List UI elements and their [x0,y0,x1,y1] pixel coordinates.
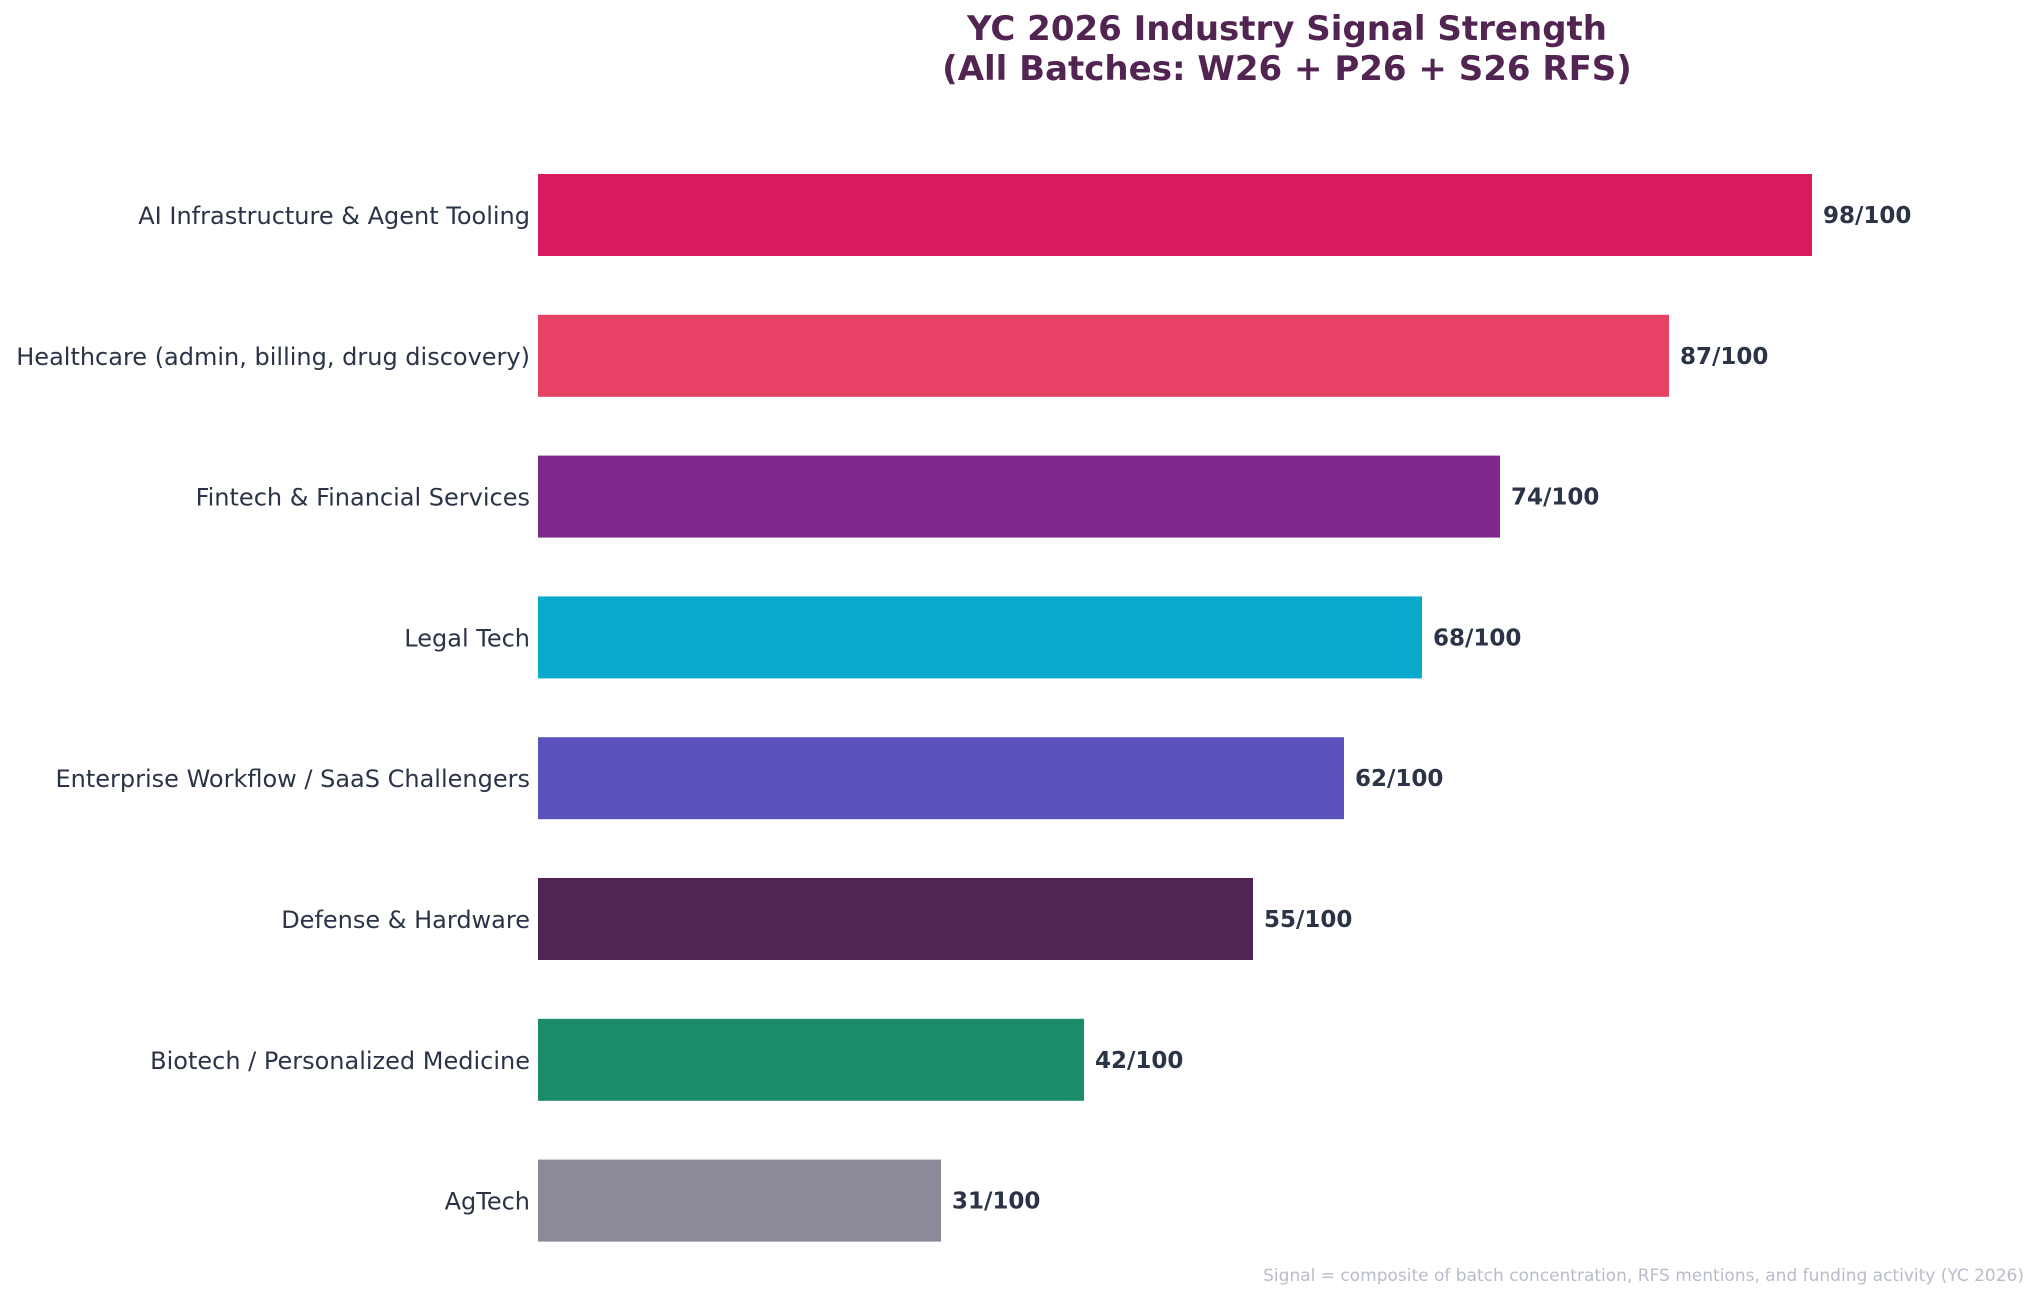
bar [538,174,1812,256]
bar [538,878,1253,960]
value-label: 87/100 [1680,344,1768,370]
value-label: 31/100 [952,1189,1040,1215]
value-label: 74/100 [1511,485,1599,511]
chart-subtitle: (All Batches: W26 + P26 + S26 RFS) [942,49,1632,89]
category-labels-group: AI Infrastructure & Agent Tooling Healthc… [16,202,530,1216]
value-labels-group: 98/100 87/100 74/100 68/100 62/100 55/100 42/1… [952,203,1911,1215]
chart-footnote: Signal = composite of batch concentratio… [1263,1266,2024,1286]
bar [538,314,1669,397]
value-label: 42/100 [1095,1048,1183,1074]
value-label: 68/100 [1433,625,1521,651]
value-label: 98/100 [1823,203,1911,229]
bars-group [538,174,1812,1242]
category-label: AI Infrastructure & Agent Tooling [138,202,530,230]
bar [538,596,1422,679]
bar [538,737,1344,820]
chart-title: YC 2026 Industry Signal Strength [966,9,1607,49]
category-label: Defense & Hardware [281,906,530,934]
bar [538,1018,1084,1101]
value-label: 62/100 [1355,766,1443,792]
category-label: Biotech / Personalized Medicine [150,1047,530,1075]
category-label: AgTech [445,1188,530,1216]
bar [538,455,1500,538]
category-label: Fintech & Financial Services [196,484,530,512]
bar [538,1159,941,1242]
category-label: Enterprise Workflow / SaaS Challengers [55,765,530,793]
value-label: 55/100 [1264,907,1352,933]
category-label: Healthcare (admin, billing, drug discove… [16,343,530,371]
category-label: Legal Tech [404,624,530,652]
